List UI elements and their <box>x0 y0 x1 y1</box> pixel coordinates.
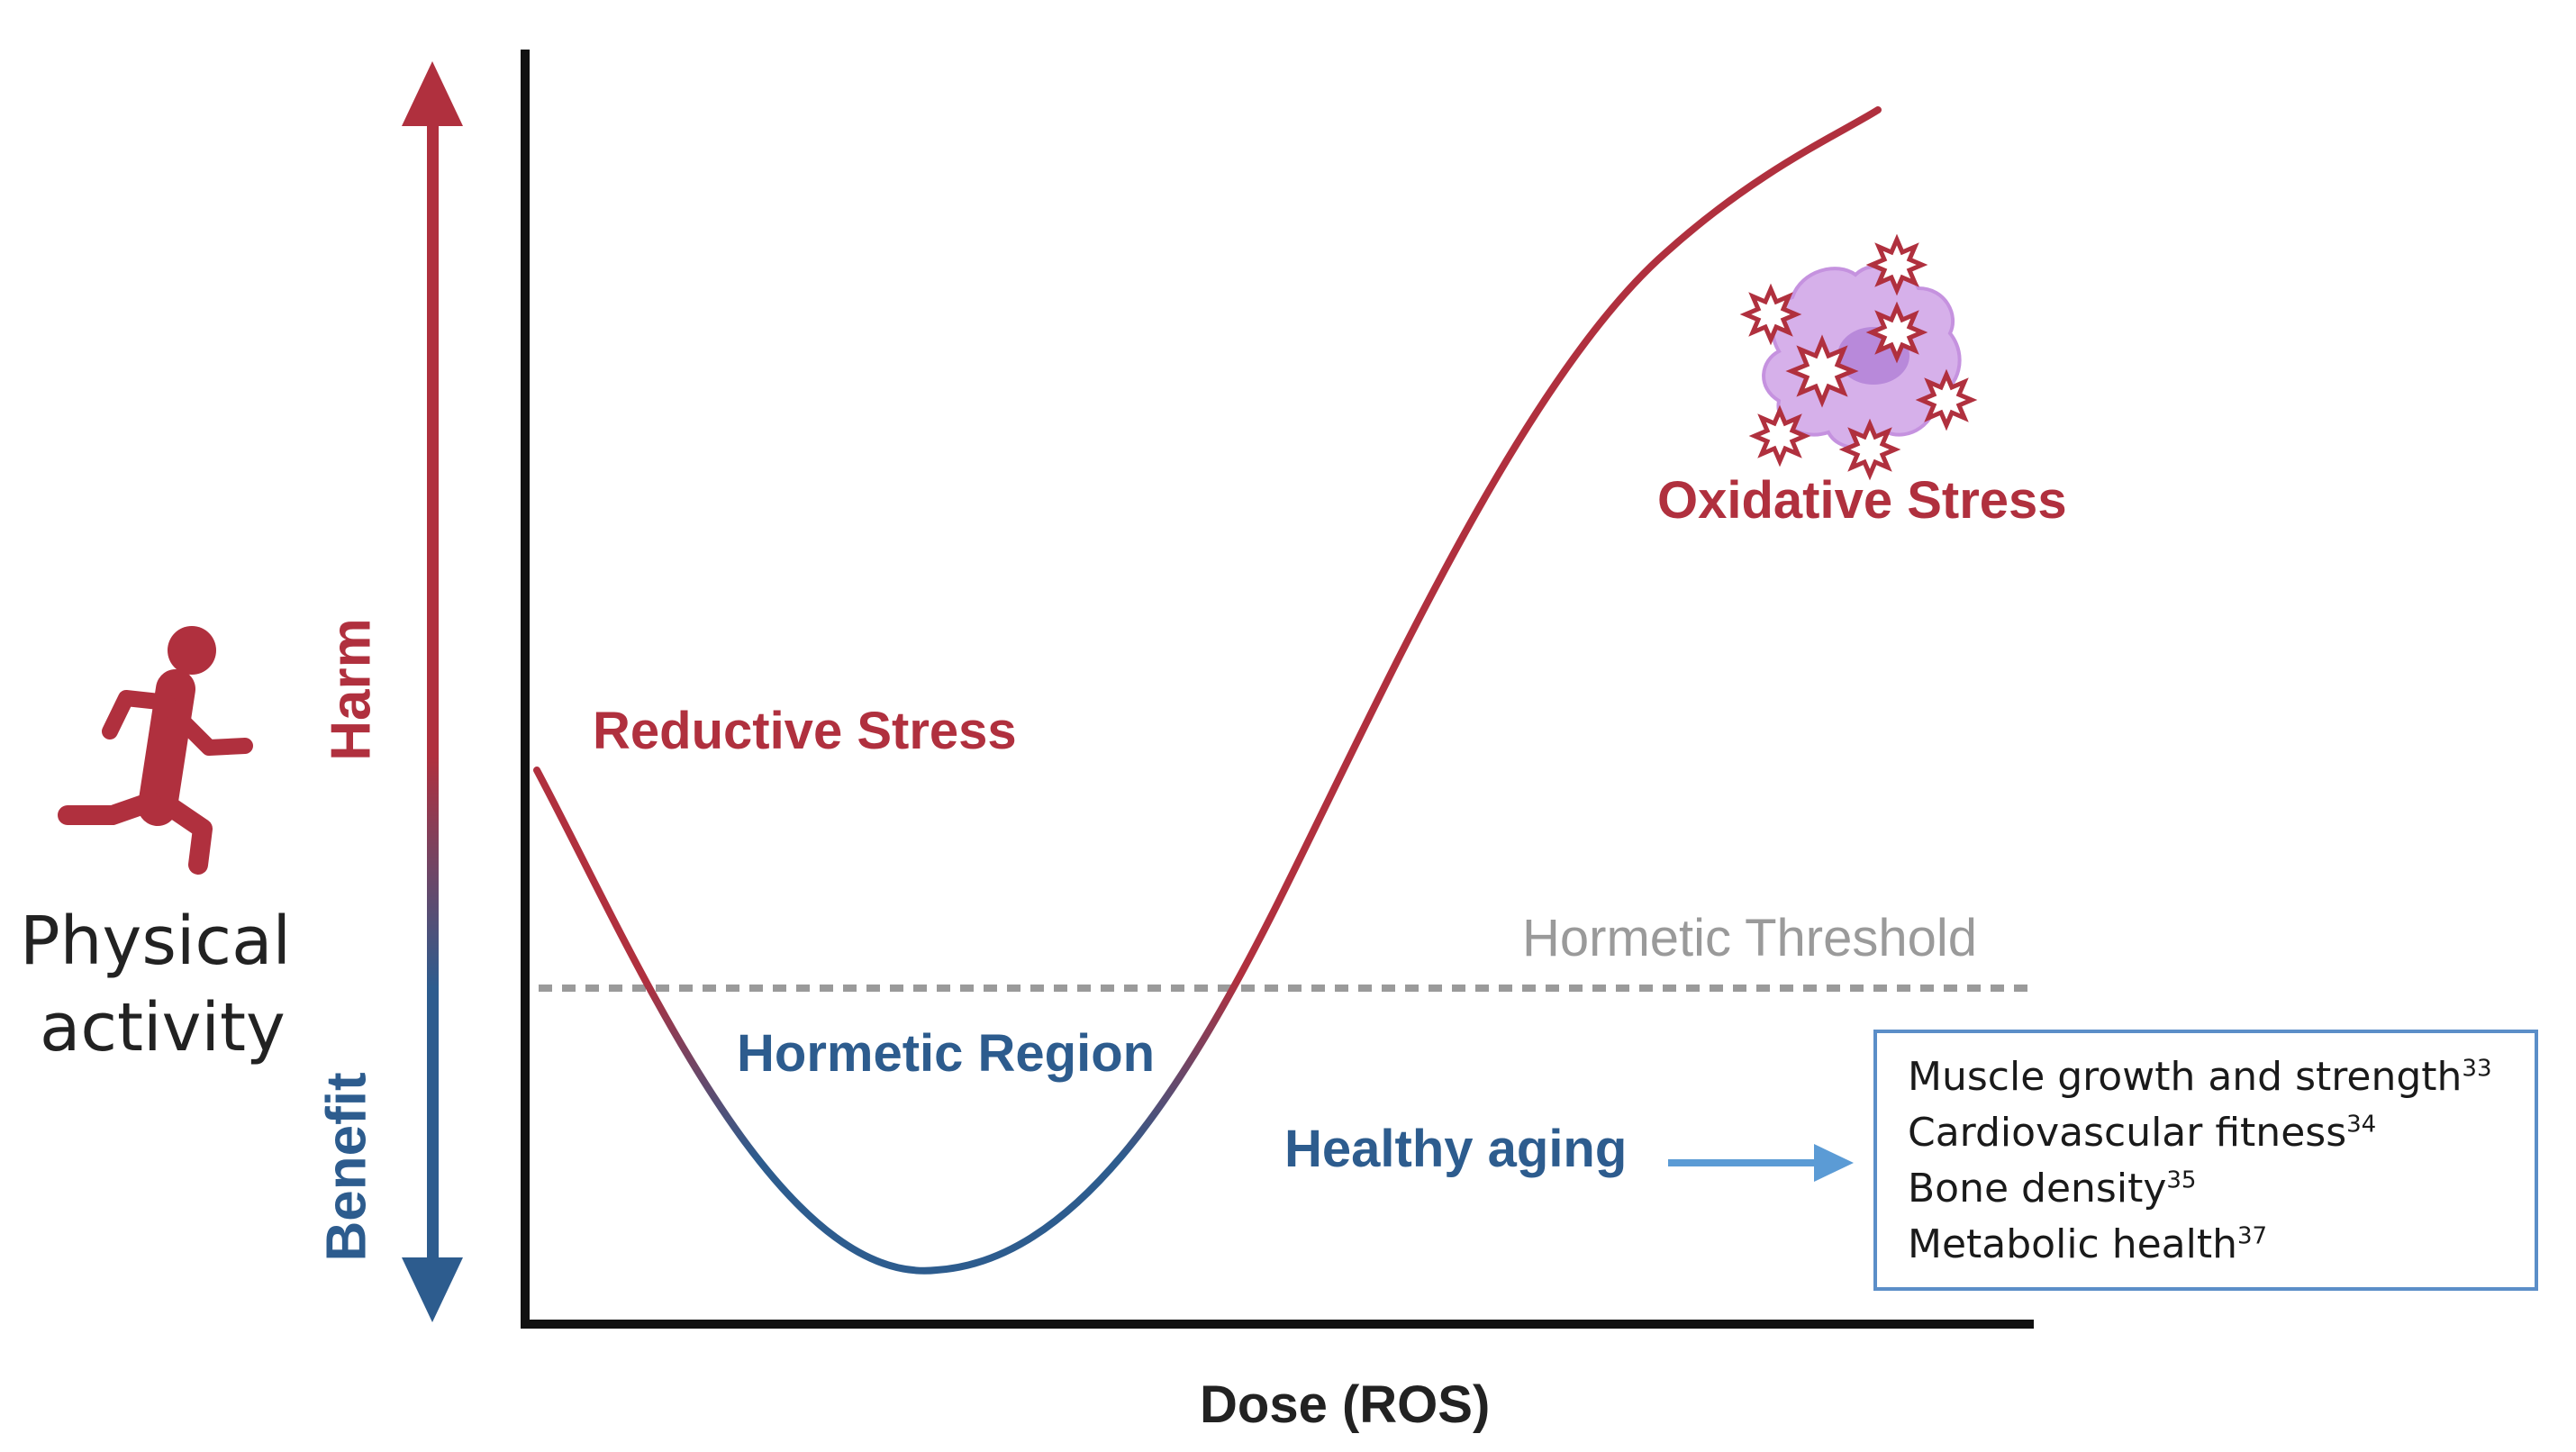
health-benefits-box: Muscle growth and strength33 Cardiovascu… <box>1873 1030 2538 1291</box>
benefit-ref: 33 <box>2462 1055 2492 1083</box>
reductive-stress-label: Reductive Stress <box>593 702 1017 760</box>
benefit-text: Cardiovascular fitness <box>1908 1110 2347 1156</box>
benefit-arrowhead-icon <box>402 1257 463 1322</box>
physical-activity-title-line2: activity <box>40 989 286 1066</box>
hormetic-threshold-label: Hormetic Threshold <box>1522 909 1978 967</box>
benefit-text: Muscle growth and strength <box>1908 1054 2463 1100</box>
benefit-ref: 35 <box>2166 1166 2197 1194</box>
y-axis-line <box>521 50 530 1329</box>
benefit-text: Metabolic health <box>1908 1221 2238 1267</box>
runner-icon <box>58 626 253 875</box>
dose-response-curve <box>533 106 1882 1275</box>
oxidative-stress-label: Oxidative Stress <box>1657 471 2067 530</box>
x-axis-line <box>521 1320 2034 1329</box>
benefit-label: Benefit <box>315 1072 378 1262</box>
benefit-text: Bone density <box>1908 1166 2167 1212</box>
benefit-item-bone: Bone density35 <box>1908 1161 2535 1217</box>
harm-arrowhead-icon <box>402 61 463 126</box>
harm-label: Harm <box>320 618 383 761</box>
benefits-pointer-arrow <box>1668 1144 1854 1182</box>
x-axis-label: Dose (ROS) <box>1200 1375 1491 1434</box>
benefit-item-cardio: Cardiovascular fitness34 <box>1908 1105 2535 1161</box>
physical-activity-title-line1: Physical <box>20 903 292 980</box>
harm-benefit-arrow <box>402 61 463 1322</box>
hormetic-region-label: Hormetic Region <box>737 1024 1156 1083</box>
stressed-cell-icon <box>1739 233 1978 481</box>
benefit-ref: 37 <box>2237 1222 2268 1250</box>
benefit-ref: 34 <box>2346 1111 2377 1139</box>
healthy-aging-label: Healthy aging <box>1284 1120 1628 1178</box>
benefit-item-metabolic: Metabolic health37 <box>1908 1217 2535 1273</box>
benefit-item-muscle: Muscle growth and strength33 <box>1908 1049 2535 1105</box>
axes <box>521 50 2034 1329</box>
